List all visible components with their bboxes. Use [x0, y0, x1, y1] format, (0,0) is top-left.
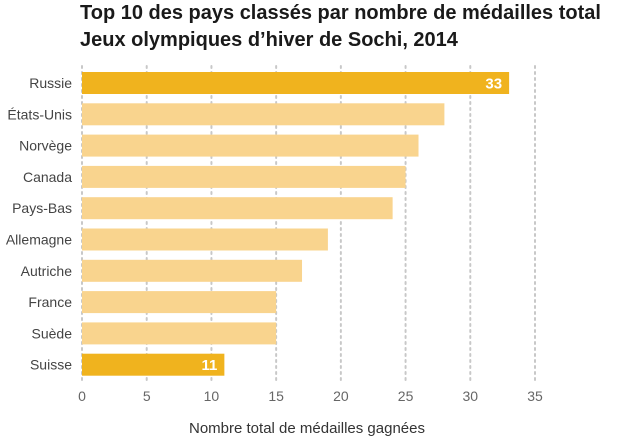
bar-9: [82, 322, 277, 345]
bar-5: [82, 197, 393, 220]
bar-7: [82, 259, 303, 282]
category-label-4: Canada: [23, 169, 72, 185]
x-tick-label-10: 10: [204, 388, 220, 404]
chart-title-line1: Top 10 des pays classés par nombre de mé…: [80, 2, 601, 24]
bar-4: [82, 165, 406, 188]
data-label-10: 11: [202, 357, 218, 374]
x-tick-label-0: 0: [78, 388, 86, 404]
x-tick-label-15: 15: [268, 388, 284, 404]
category-label-1: Russie: [29, 75, 72, 91]
chart-title-line2: Jeux olympiques d’hiver de Sochi, 2014: [80, 29, 458, 51]
x-tick-label-30: 30: [462, 388, 478, 404]
category-label-3: Norvège: [19, 138, 72, 154]
category-label-6: Allemagne: [6, 232, 72, 248]
x-tick-label-20: 20: [333, 388, 349, 404]
category-label-5: Pays-Bas: [12, 200, 72, 216]
category-label-10: Suisse: [30, 357, 72, 373]
labels: 0 5 10 15 20 25 30 35 Russie 33 États-Unis Norvège C…: [6, 75, 543, 437]
bar-3: [82, 134, 419, 157]
bar-1: [82, 72, 510, 94]
bars: [82, 72, 510, 376]
category-label-9: Suède: [32, 325, 73, 341]
category-label-2: États-Unis: [7, 106, 72, 122]
bar-6: [82, 228, 328, 251]
bar-10: [82, 353, 225, 376]
bar-2: [82, 103, 445, 126]
x-tick-label-25: 25: [398, 388, 414, 404]
x-tick-label-35: 35: [527, 388, 543, 404]
x-axis-label: Nombre total de médailles gagnées: [189, 420, 425, 437]
category-label-8: France: [28, 294, 72, 310]
data-label-1: 33: [485, 76, 502, 93]
category-label-7: Autriche: [21, 263, 73, 279]
bar-8: [82, 291, 277, 314]
x-tick-label-5: 5: [143, 388, 151, 404]
